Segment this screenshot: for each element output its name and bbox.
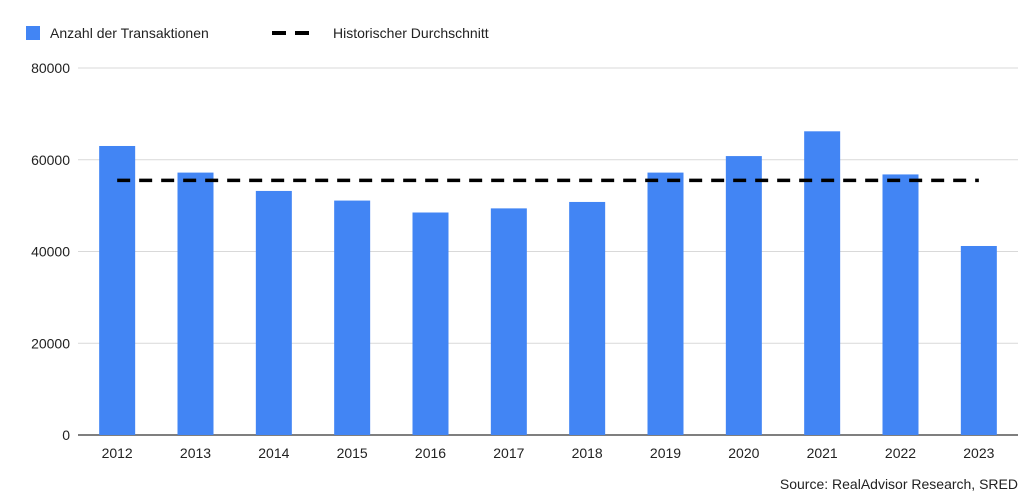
x-tick-label: 2021 xyxy=(807,445,838,461)
y-tick-label: 60000 xyxy=(31,152,70,168)
x-axis-ticks: 2012 2013 2014 2015 2016 2017 2018 2019 2020 2021… xyxy=(102,445,995,461)
x-tick-label: 2012 xyxy=(102,445,133,461)
legend-swatch-transactions xyxy=(26,26,40,40)
bar-2023 xyxy=(960,245,997,435)
x-tick-label: 2023 xyxy=(963,445,994,461)
y-tick-label: 0 xyxy=(62,427,70,443)
x-tick-label: 2017 xyxy=(493,445,524,461)
bar-2022 xyxy=(882,174,919,435)
x-tick-label: 2016 xyxy=(415,445,446,461)
bar-2017 xyxy=(490,208,527,435)
source-note: Source: RealAdvisor Research, SRED xyxy=(780,476,1018,492)
bar-2021 xyxy=(804,131,841,435)
x-tick-label: 2019 xyxy=(650,445,681,461)
bar-2015 xyxy=(334,200,371,435)
bar-2020 xyxy=(725,156,762,435)
y-tick-label: 40000 xyxy=(31,244,70,260)
bar-2018 xyxy=(569,201,606,435)
x-tick-label: 2022 xyxy=(885,445,916,461)
legend: Anzahl der Transaktionen Historischer Du… xyxy=(26,25,489,41)
bar-2014 xyxy=(255,190,292,435)
x-tick-label: 2018 xyxy=(572,445,603,461)
legend-label-average: Historischer Durchschnitt xyxy=(333,25,489,41)
gridlines xyxy=(78,67,1018,436)
x-tick-label: 2015 xyxy=(337,445,368,461)
bar-2013 xyxy=(177,172,214,435)
bar-2019 xyxy=(647,172,684,435)
x-tick-label: 2013 xyxy=(180,445,211,461)
bars xyxy=(99,131,997,436)
x-tick-label: 2014 xyxy=(258,445,289,461)
x-tick-label: 2020 xyxy=(728,445,759,461)
y-axis-ticks: 0 20000 40000 60000 80000 xyxy=(31,60,70,443)
bar-2012 xyxy=(99,145,136,436)
legend-label-transactions: Anzahl der Transaktionen xyxy=(50,25,209,41)
y-tick-label: 20000 xyxy=(31,335,70,351)
y-tick-label: 80000 xyxy=(31,60,70,76)
bar-2016 xyxy=(412,212,449,435)
